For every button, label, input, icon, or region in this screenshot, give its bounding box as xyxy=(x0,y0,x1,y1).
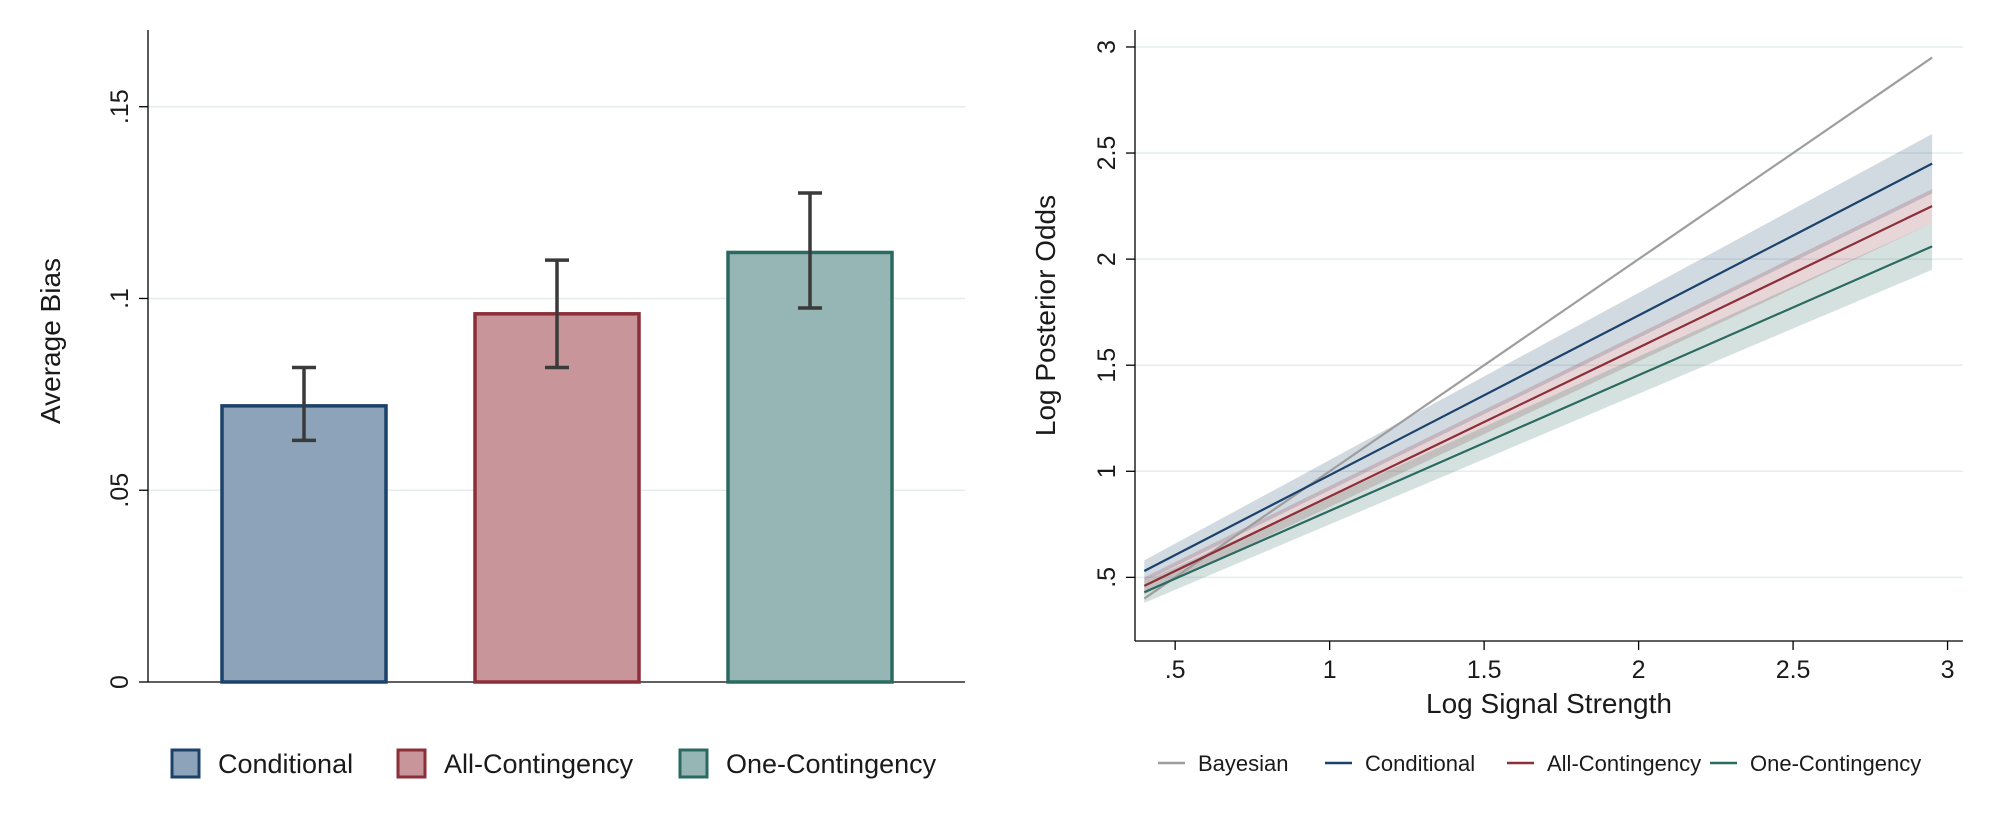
y-tick-label: 2.5 xyxy=(1093,136,1121,171)
confidence-band xyxy=(1144,223,1933,603)
y-tick-label: 1 xyxy=(1093,464,1121,478)
legend-swatch xyxy=(396,748,427,779)
legend-label: All-Contingency xyxy=(444,749,634,779)
legend-label: Bayesian xyxy=(1198,751,1289,776)
legend-swatch xyxy=(170,748,201,779)
series-line xyxy=(1143,205,1933,587)
y-axis-label: Average Bias xyxy=(35,258,66,424)
bar xyxy=(220,404,388,684)
legend-label: All-Contingency xyxy=(1547,751,1701,776)
y-tick-label: .15 xyxy=(106,89,134,124)
y-tick-label: 1.5 xyxy=(1093,348,1121,383)
bar xyxy=(473,312,641,684)
bar-chart: 0 .05 .1 .15 Average Bias Conditional All-Cont… xyxy=(35,30,965,779)
line-chart: .5 1 1.5 2 2.5 3 .5 1 1.5 2 2.5 3 Log Signal Strengt… xyxy=(1030,30,1963,776)
series-line xyxy=(1143,162,1933,572)
y-tick-label: .05 xyxy=(106,473,134,508)
series-line xyxy=(1143,56,1933,600)
legend-label: One-Contingency xyxy=(726,749,937,779)
line-chart-panel: .5 1 1.5 2 2.5 3 .5 1 1.5 2 2.5 3 Log Signal Strengt… xyxy=(995,0,1990,829)
y-axis-label: Log Posterior Odds xyxy=(1030,195,1061,436)
y-tick-label: 2 xyxy=(1093,252,1121,266)
bar-chart-panel: 0 .05 .1 .15 Average Bias Conditional All-Cont… xyxy=(0,0,990,829)
legend-label: Conditional xyxy=(218,749,353,779)
x-axis-label: Log Signal Strength xyxy=(1426,688,1672,719)
y-tick-label: .1 xyxy=(106,288,134,309)
y-tick-label: 3 xyxy=(1093,40,1121,54)
legend-swatch xyxy=(678,748,709,779)
x-tick-label: 1.5 xyxy=(1467,656,1502,684)
legend-label: One-Contingency xyxy=(1750,751,1921,776)
x-tick-label: 2 xyxy=(1632,656,1646,684)
y-tick-label: .5 xyxy=(1093,567,1121,588)
x-tick-label: .5 xyxy=(1165,656,1186,684)
confidence-band xyxy=(1144,189,1933,595)
x-tick-label: 3 xyxy=(1941,656,1955,684)
confidence-band xyxy=(1144,133,1933,582)
bar xyxy=(726,250,894,684)
y-tick-label: 0 xyxy=(106,675,134,689)
x-tick-label: 2.5 xyxy=(1776,656,1811,684)
series-line xyxy=(1143,245,1933,594)
x-tick-label: 1 xyxy=(1323,656,1337,684)
legend-label: Conditional xyxy=(1365,751,1475,776)
